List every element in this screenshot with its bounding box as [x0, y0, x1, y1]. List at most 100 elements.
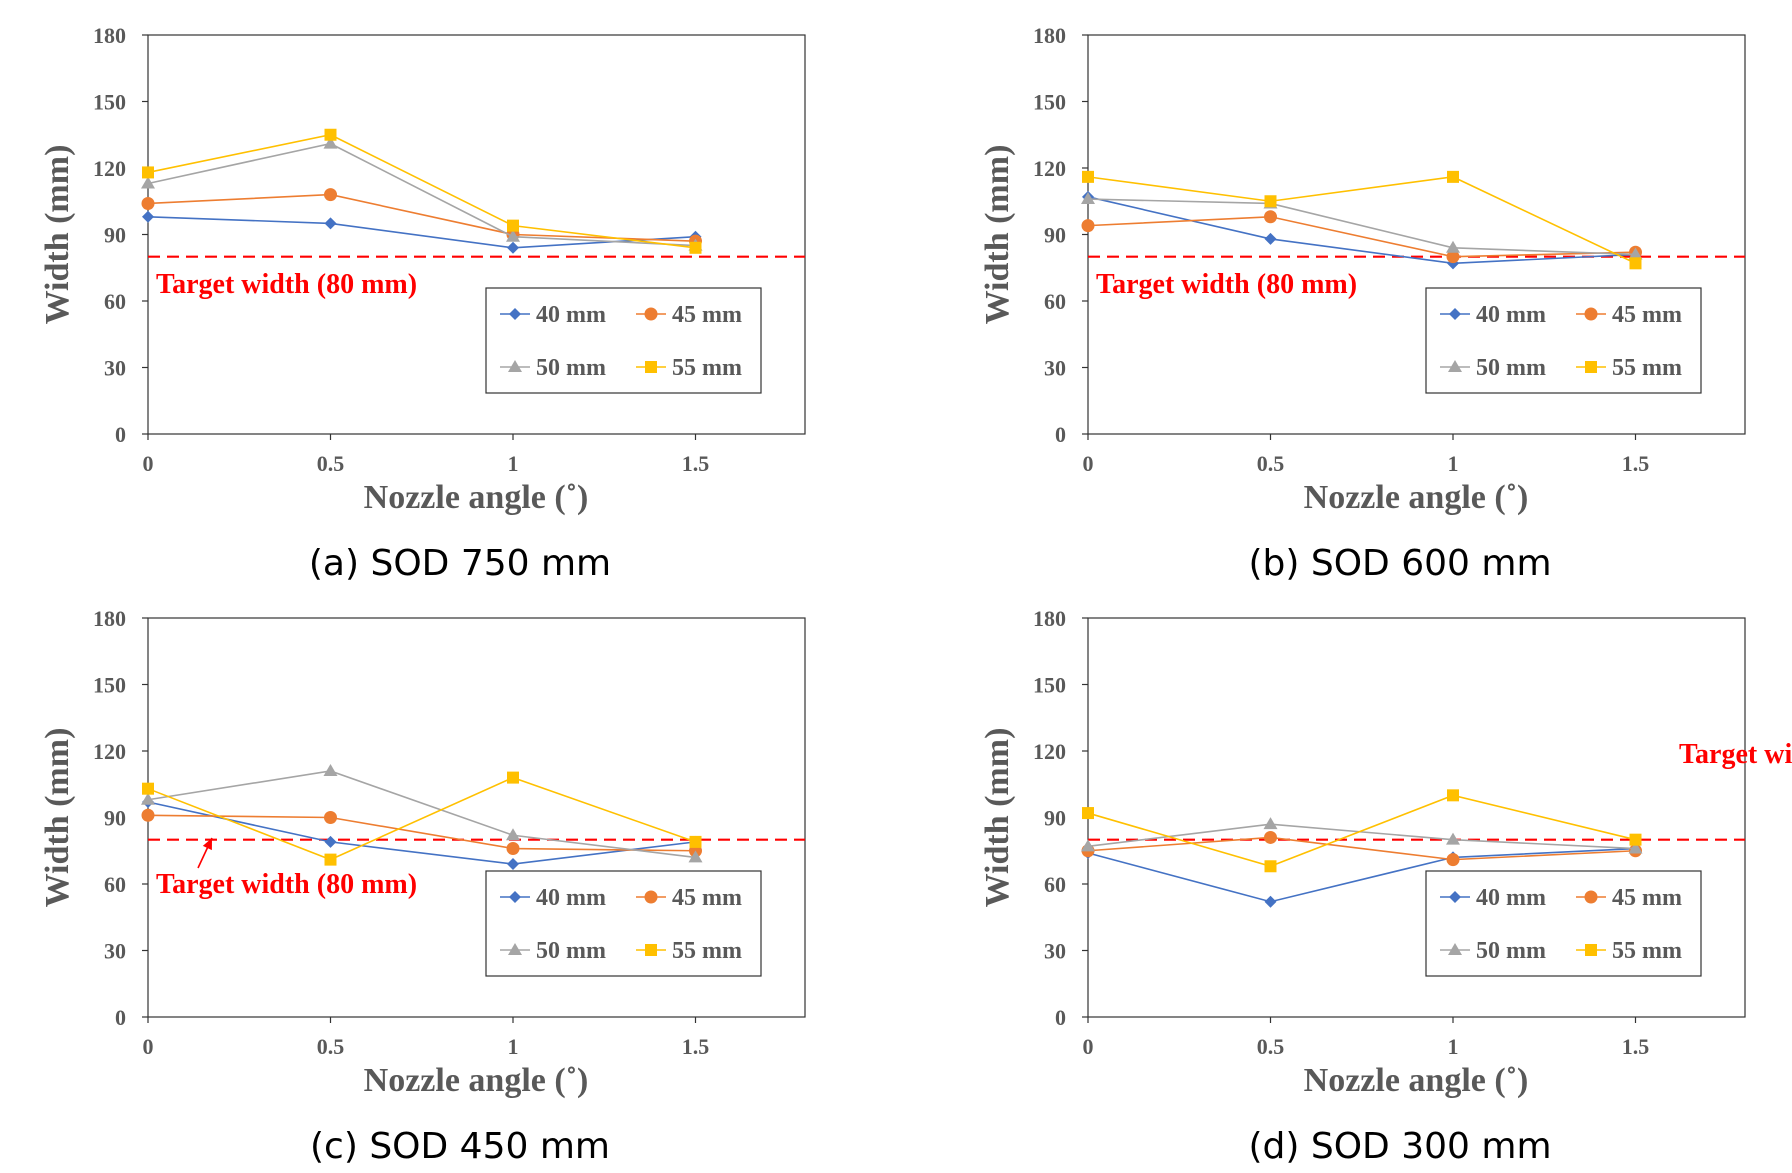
data-point [1628, 841, 1643, 854]
series-line [1087, 176, 1636, 265]
data-point [1447, 789, 1459, 802]
series-55-mm [142, 128, 702, 254]
arrow-head [202, 838, 212, 851]
series-line [1087, 794, 1636, 868]
legend-marker [1449, 891, 1461, 903]
series-line [1087, 198, 1636, 256]
legend-entry: 45 mm [1576, 885, 1682, 911]
x-axis-label: Nozzle angle (˚) [364, 479, 589, 516]
y-tick-label: 120 [93, 739, 126, 764]
legend-label: 50 mm [1476, 355, 1546, 381]
data-point [1446, 832, 1460, 845]
y-tick-label: 30 [104, 356, 126, 381]
legend-marker [1448, 943, 1462, 955]
target-label: Target width (80 mm) [156, 269, 417, 300]
legend-label: 50 mm [536, 355, 606, 381]
legend-entry: 40 mm [500, 302, 606, 328]
data-point [1629, 833, 1642, 846]
legend-label: 40 mm [536, 885, 606, 911]
legend-entry: 50 mm [500, 938, 606, 964]
legend-marker [508, 360, 522, 372]
series-55-mm [1082, 789, 1642, 873]
data-point [1629, 257, 1642, 270]
legend-marker [508, 943, 522, 955]
series-40-mm [142, 210, 702, 254]
x-tick-label: 0.5 [317, 451, 345, 476]
panel-caption: (b) SOD 600 mm [1248, 543, 1551, 584]
x-tick-label: 1 [1448, 451, 1459, 476]
x-tick-label: 0.5 [1257, 1034, 1285, 1059]
data-point [1264, 210, 1277, 224]
series-45-mm [1081, 210, 1642, 264]
x-tick-label: 0 [1083, 451, 1094, 476]
series-line [147, 776, 696, 861]
data-point [507, 219, 519, 232]
x-tick-label: 1.5 [1622, 1034, 1650, 1059]
legend-entry: 40 mm [1440, 885, 1546, 911]
legend-label: 45 mm [672, 302, 742, 328]
y-tick-label: 30 [1044, 939, 1066, 964]
data-point [1264, 860, 1277, 873]
legend-entry: 40 mm [500, 885, 606, 911]
y-tick-label: 60 [104, 872, 126, 897]
legend-entry: 55 mm [636, 355, 742, 381]
legend-label: 55 mm [1612, 355, 1682, 381]
y-tick-label: 90 [1044, 223, 1066, 248]
x-tick-label: 0 [1083, 1034, 1094, 1059]
x-tick-label: 1.5 [682, 451, 710, 476]
panel-caption: (c) SOD 450 mm [310, 1126, 610, 1167]
data-point [506, 842, 520, 856]
data-point [689, 835, 702, 848]
legend: 40 mm 45 mm 50 mm 55 mm [1425, 870, 1702, 977]
legend-entry: 45 mm [1576, 302, 1682, 328]
x-tick-label: 1.5 [682, 1034, 710, 1059]
series-50-mm [1081, 817, 1643, 854]
series-55-mm [142, 771, 702, 866]
legend-marker [1449, 308, 1461, 320]
panel-caption: (a) SOD 750 mm [309, 543, 611, 584]
data-point [142, 210, 154, 223]
data-point [688, 850, 703, 863]
legend-label: 50 mm [1476, 938, 1546, 964]
data-point [1081, 192, 1095, 205]
legend-entry: 40 mm [1440, 302, 1546, 328]
data-point [142, 782, 154, 795]
y-tick-label: 180 [1033, 23, 1066, 48]
legend-entry: 45 mm [636, 302, 742, 328]
data-point [1446, 250, 1460, 264]
series-line [147, 215, 696, 249]
legend-marker [1584, 307, 1598, 321]
data-point [1628, 247, 1643, 260]
y-axis-label: Width (mm) [39, 728, 76, 908]
x-tick-label: 1.5 [1622, 451, 1650, 476]
series-line [1087, 196, 1636, 265]
data-point [1263, 817, 1278, 830]
x-tick-label: 0 [143, 451, 154, 476]
data-point [1081, 839, 1095, 852]
data-point [324, 188, 337, 202]
legend-label: 45 mm [672, 885, 742, 911]
legend-box [485, 870, 762, 977]
legend-entry: 55 mm [1576, 938, 1682, 964]
x-axis-label: Nozzle angle (˚) [1304, 1062, 1529, 1099]
target-label: Target width (80 mm) [1679, 739, 1792, 770]
y-tick-label: 0 [115, 422, 126, 447]
data-point [1082, 170, 1094, 183]
data-point [141, 176, 155, 189]
x-axis-label: Nozzle angle (˚) [364, 1062, 589, 1099]
series-45-mm [141, 808, 702, 858]
y-tick-label: 120 [93, 156, 126, 181]
x-axis-label: Nozzle angle (˚) [1304, 479, 1529, 516]
legend-entry: 50 mm [1440, 355, 1546, 381]
y-tick-label: 30 [1044, 356, 1066, 381]
legend: 40 mm 45 mm 50 mm 55 mm [485, 870, 762, 977]
legend-marker [644, 890, 658, 904]
data-point [323, 763, 338, 776]
y-axis-label: Width (mm) [39, 145, 76, 325]
series-line [147, 142, 696, 247]
data-point [141, 792, 155, 805]
series-line [1087, 847, 1636, 903]
legend-marker [509, 891, 521, 903]
data-point [141, 808, 155, 822]
series-55-mm [1082, 170, 1642, 270]
